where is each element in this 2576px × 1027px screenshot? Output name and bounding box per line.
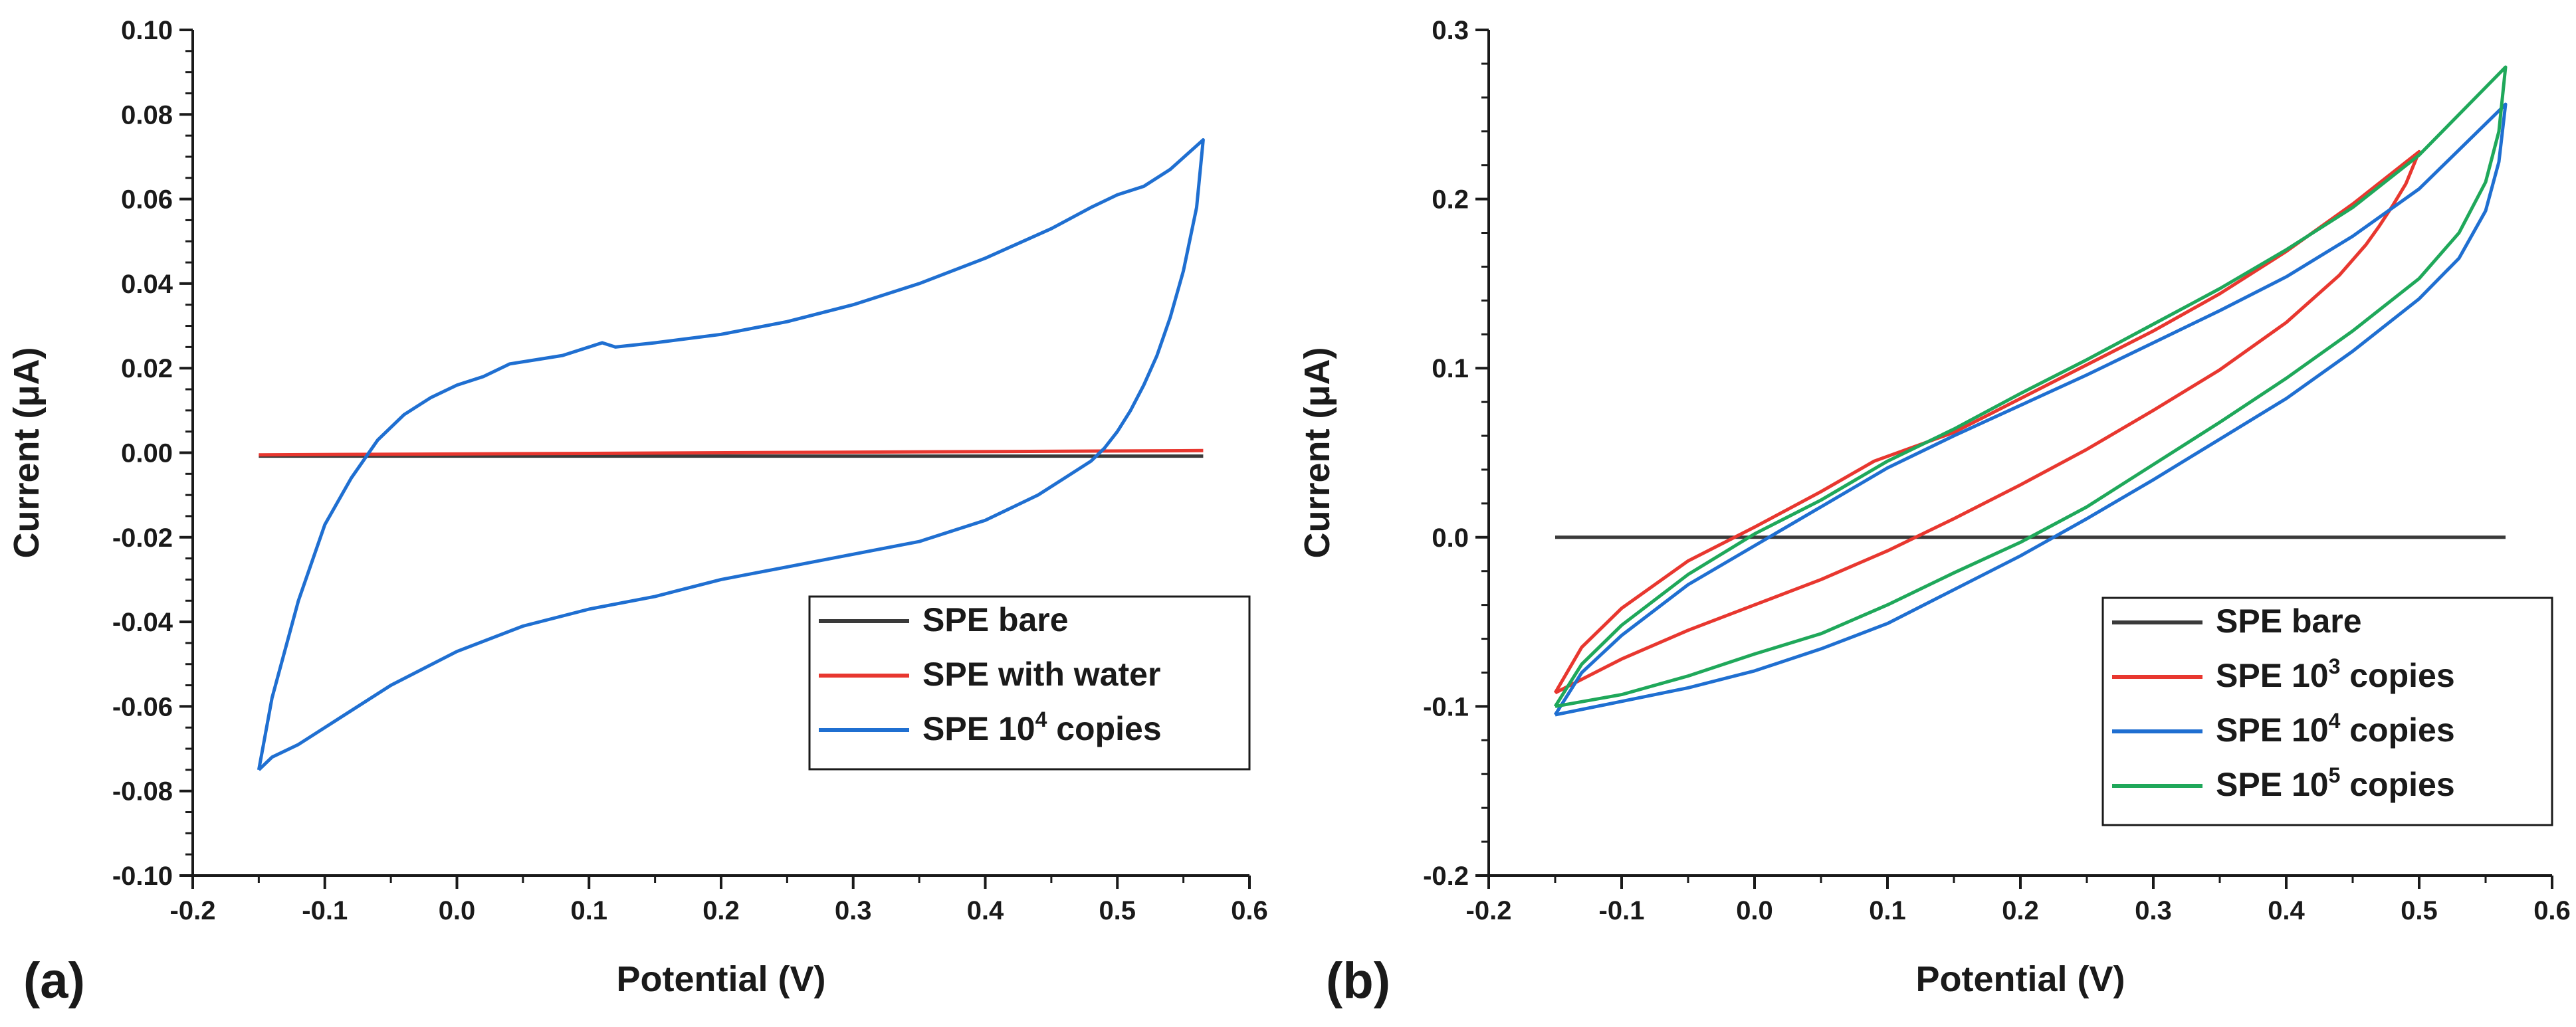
y-tick-label: 0.0	[1432, 523, 1469, 553]
legend-entry: SPE bare	[2216, 603, 2362, 640]
y-tick-label: 0.00	[121, 439, 173, 468]
x-tick-label: 0.1	[1869, 896, 1906, 925]
x-tick-label: -0.1	[1599, 896, 1645, 925]
x-tick-label: -0.2	[170, 896, 216, 925]
y-tick-label: 0.02	[121, 354, 173, 383]
y-axis-title: Current (μA)	[7, 347, 47, 558]
series-line	[259, 448, 1204, 457]
y-tick-label: 0.06	[121, 185, 173, 215]
x-tick-label: 0.5	[2401, 896, 2438, 925]
y-tick-label: 0.04	[121, 270, 173, 299]
legend-box	[808, 595, 1251, 771]
x-tick-label: 0.2	[702, 896, 740, 925]
x-tick-label: 0.4	[2268, 896, 2305, 925]
chart-panel-b: -0.2 -0.1 0.0 0.1 0.2 0.3 0.4 0.5 0.6 -0.2 -0.1 0.0…	[1297, 16, 2571, 1009]
legend: SPE bare SPE with water SPE 104 copies	[808, 595, 1251, 771]
series-line	[1553, 65, 2508, 708]
chart-panel-a: -0.2 -0.1 0.0 0.1 0.2 0.3 0.4 0.5 0.6 -0.10 -0.08 -…	[7, 16, 1268, 1009]
x-tick-label: 0.0	[1736, 896, 1773, 925]
y-tick-label: 0.3	[1432, 16, 1469, 45]
y-tick-label: -0.04	[112, 608, 173, 637]
series-line	[1553, 102, 2508, 717]
y-tick-label: -0.06	[112, 692, 173, 721]
legend-entry: SPE 104 copies	[2216, 709, 2455, 749]
y-tick-label: 0.1	[1432, 354, 1469, 383]
y-tick-label: 0.08	[121, 100, 173, 130]
x-tick-label: 0.0	[439, 896, 476, 925]
y-tick-label: -0.08	[112, 777, 173, 806]
x-tick-label: 0.5	[1099, 896, 1136, 925]
panel-label: (b)	[1326, 953, 1390, 1009]
x-tick-label: 0.1	[570, 896, 607, 925]
panel-label: (a)	[23, 953, 85, 1009]
x-tick-label: 0.2	[2002, 896, 2039, 925]
legend-entry: SPE 105 copies	[2216, 763, 2455, 803]
y-tick-label: -0.1	[1423, 692, 1469, 721]
y-tick-label: 0.10	[121, 16, 173, 45]
legend-entry: SPE 103 copies	[2216, 654, 2455, 694]
x-tick-label: -0.1	[302, 896, 348, 925]
x-tick-label: 0.6	[1231, 896, 1268, 925]
y-tick-label: -0.2	[1423, 862, 1469, 891]
legend: SPE bare SPE 103 copies SPE 104 copies SPE …	[2101, 597, 2553, 826]
series-line	[1553, 149, 2421, 695]
x-tick-label: 0.6	[2533, 896, 2571, 925]
legend-entry: SPE with water	[922, 656, 1160, 693]
x-tick-label: 0.3	[835, 896, 872, 925]
legend-entry: SPE 104 copies	[922, 707, 1162, 747]
y-tick-label: 0.2	[1432, 185, 1469, 215]
y-tick-label: -0.10	[112, 862, 173, 891]
x-tick-label: 0.3	[2135, 896, 2172, 925]
series-line	[257, 138, 1205, 771]
x-tick-label: 0.4	[967, 896, 1004, 925]
x-axis-title: Potential (V)	[1915, 959, 2125, 999]
legend-entry: SPE bare	[922, 601, 1069, 638]
y-axis-title: Current (μA)	[1297, 347, 1337, 558]
x-tick-label: -0.2	[1466, 896, 1512, 925]
y-tick-label: -0.02	[112, 523, 173, 553]
x-axis-title: Potential (V)	[616, 959, 825, 999]
